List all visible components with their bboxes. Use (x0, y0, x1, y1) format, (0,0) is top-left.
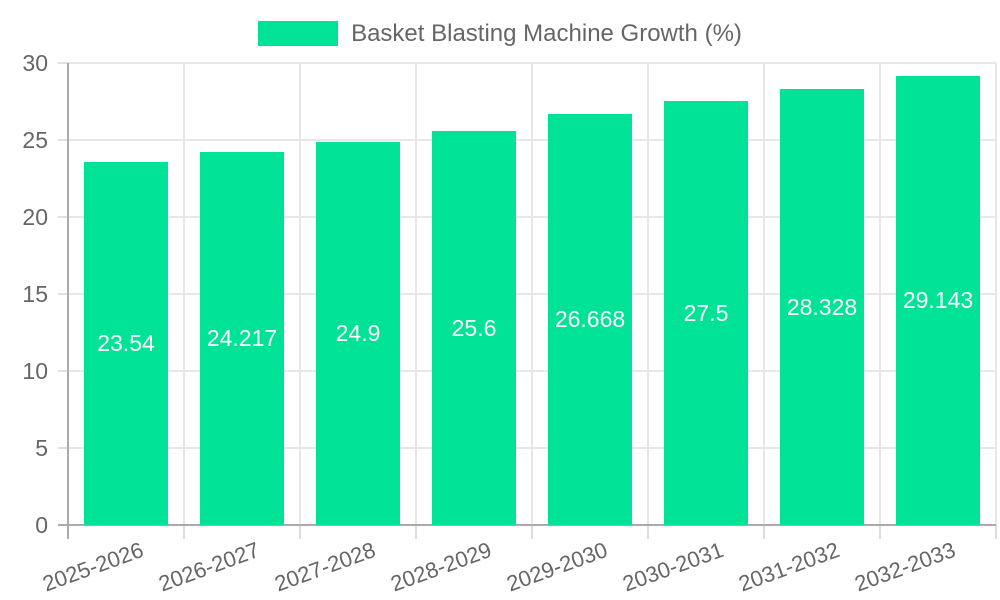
x-axis-tick-label: 2032-2033 (851, 537, 959, 597)
bar-2026-2027[interactable]: 24.217 (200, 152, 284, 525)
y-axis-tick-label: 30 (22, 50, 48, 76)
x-gridline (763, 63, 765, 525)
x-tick (647, 525, 649, 539)
x-gridline (299, 63, 301, 525)
x-axis-tick-label: 2030-2031 (619, 537, 727, 597)
bar-value-label: 28.328 (786, 293, 858, 320)
x-tick (67, 525, 69, 539)
y-axis-tick-label: 5 (35, 435, 48, 461)
x-gridline (183, 63, 185, 525)
x-axis-tick-label: 2029-2030 (503, 537, 611, 597)
bar-value-label: 26.668 (554, 306, 626, 332)
legend-item[interactable]: Basket Blasting Machine Growth (%) (258, 21, 742, 46)
y-axis-line (67, 63, 69, 525)
bar-value-label: 24.217 (206, 325, 278, 351)
x-gridline (531, 63, 533, 525)
x-gridline (995, 63, 997, 525)
x-gridline (879, 63, 881, 525)
x-axis-tick-label: 2027-2028 (271, 537, 379, 597)
bar-value-label: 29.143 (902, 287, 974, 313)
legend-swatch-icon (258, 21, 339, 46)
x-tick (995, 525, 997, 539)
bar-2028-2029[interactable]: 25.6 (432, 131, 516, 525)
y-tick (58, 62, 68, 64)
bar-2030-2031[interactable]: 27.5 (664, 101, 748, 525)
bar-2032-2033[interactable]: 29.143 (896, 76, 980, 525)
x-axis-tick-label: 2028-2029 (387, 537, 495, 597)
y-axis-tick-label: 25 (22, 127, 48, 153)
x-axis-tick-label: 2025-2026 (39, 537, 147, 597)
x-gridline (415, 63, 417, 525)
y-axis-tick-label: 0 (35, 512, 48, 538)
y-axis-tick-label: 15 (22, 281, 48, 307)
bar-2029-2030[interactable]: 26.668 (548, 114, 632, 525)
x-tick (415, 525, 417, 539)
x-tick (763, 525, 765, 539)
y-axis-tick-label: 10 (22, 358, 48, 384)
x-axis-tick-label: 2026-2027 (155, 537, 263, 597)
bar-2027-2028[interactable]: 24.9 (316, 142, 400, 525)
x-axis-tick-label: 2031-2032 (735, 537, 843, 597)
x-tick (183, 525, 185, 539)
y-tick (58, 139, 68, 141)
x-axis-line (58, 524, 996, 526)
bar-value-label: 23.54 (97, 330, 155, 356)
bar-2031-2032[interactable]: 28.328 (780, 89, 864, 525)
legend: Basket Blasting Machine Growth (%) (0, 21, 1000, 46)
y-tick (58, 293, 68, 295)
bar-value-label: 27.5 (683, 299, 729, 326)
bar-value-label: 25.6 (451, 314, 497, 341)
y-tick (58, 370, 68, 372)
x-tick (879, 525, 881, 539)
legend-label: Basket Blasting Machine Growth (%) (351, 20, 742, 47)
plot-area: 23.54 24.217 24.9 25.6 26.668 27.5 28.328 29.14… (58, 62, 997, 539)
y-tick (58, 216, 68, 218)
x-tick (531, 525, 533, 539)
bar-value-label: 24.9 (335, 320, 381, 346)
x-gridline (647, 63, 649, 525)
y-axis-tick-label: 20 (22, 204, 48, 230)
y-tick (58, 447, 68, 449)
x-tick (299, 525, 301, 539)
bar-2025-2026[interactable]: 23.54 (84, 162, 168, 525)
